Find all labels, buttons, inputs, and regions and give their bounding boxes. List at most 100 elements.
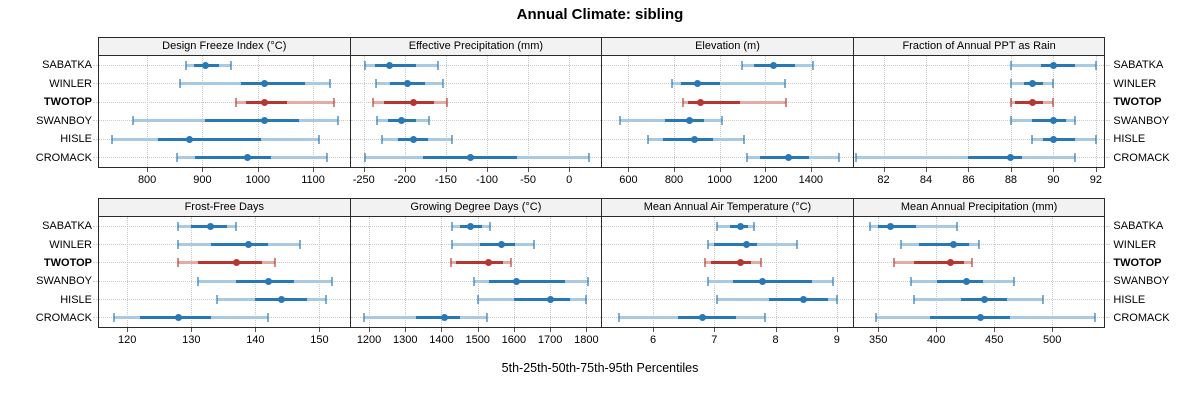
grid-line-vertical xyxy=(404,56,406,167)
axis-tick-label: 7 xyxy=(711,334,718,346)
grid-line-vertical xyxy=(569,56,571,167)
row-guide-stub xyxy=(1106,262,1111,264)
median-dot xyxy=(513,277,521,285)
grid-line-vertical xyxy=(127,217,129,327)
whisker-cap-5th xyxy=(177,258,180,268)
axis-tick-label: 1400 xyxy=(798,174,824,186)
row-guide-line xyxy=(350,120,602,122)
grid-line-vertical xyxy=(994,217,996,327)
axis-tick xyxy=(202,168,204,172)
row-guide-stub xyxy=(1106,244,1111,245)
row-guide-line xyxy=(853,225,1105,227)
axis-tick xyxy=(363,168,365,172)
axis-tick xyxy=(719,168,721,172)
axis-tick xyxy=(836,328,838,332)
percentile-25-75-box xyxy=(878,224,917,228)
row-guide-stub xyxy=(1106,280,1111,282)
axis-tick xyxy=(255,328,257,332)
median-dot xyxy=(440,314,448,322)
percentile-25-75-box xyxy=(195,156,272,160)
whisker-cap-95th xyxy=(1094,134,1097,144)
median-dot xyxy=(385,61,393,69)
row-guide-stub xyxy=(93,64,97,66)
median-dot xyxy=(1028,98,1036,106)
median-dot xyxy=(264,277,272,285)
whisker-cap-5th xyxy=(1009,116,1012,126)
axis-tick xyxy=(1010,168,1012,172)
whisker-cap-95th xyxy=(328,79,331,89)
whisker-cap-5th xyxy=(707,276,710,286)
axis-tick-label: 130 xyxy=(182,334,201,346)
site-label-right: HISLE xyxy=(1113,293,1146,306)
median-dot xyxy=(769,61,777,69)
axis-tick xyxy=(313,168,315,172)
percentile-25-75-box xyxy=(488,279,566,283)
grid-line-vertical xyxy=(714,217,716,327)
axis-tick-label: 350 xyxy=(868,334,888,346)
figure-title: Annual Climate: sibling xyxy=(516,6,684,23)
site-label-left: CROMACK xyxy=(35,151,92,164)
median-dot xyxy=(887,222,895,230)
axis-tick-label: 90 xyxy=(1047,174,1060,186)
grid-line-vertical xyxy=(202,56,204,167)
whisker-cap-5th xyxy=(619,116,622,126)
grid-line-vertical xyxy=(363,56,365,167)
panel-effective-precipitation-mm-: Effective Precipitation (mm) -250 -200 -150… xyxy=(349,37,603,186)
percentile-25-75-box xyxy=(158,137,261,141)
axis-tick-label: 8 xyxy=(772,334,779,346)
percentile-25-75-box xyxy=(1042,137,1075,141)
median-dot xyxy=(232,259,240,267)
whisker-cap-5th xyxy=(1009,97,1012,107)
row-guide-stub xyxy=(1106,317,1111,319)
axis-tick-label: 6 xyxy=(649,334,657,346)
whisker-cap-5th xyxy=(451,240,454,249)
row-guide-line xyxy=(602,64,853,66)
site-label-left: TWOTOP xyxy=(43,256,92,269)
percentile-25-75-box xyxy=(930,316,1011,320)
median-dot xyxy=(260,117,268,125)
whisker-cap-95th xyxy=(427,116,430,126)
whisker-cap-95th xyxy=(324,295,327,304)
axis-tick-label: 1000 xyxy=(245,174,270,186)
site-label-right: SABATKA xyxy=(1113,220,1164,233)
whisker-cap-95th xyxy=(1073,116,1076,126)
whisker-cap-5th xyxy=(1009,79,1012,89)
axis-tick xyxy=(926,168,927,172)
row-guide-stub xyxy=(1106,138,1111,140)
axis-tick-label: 1200 xyxy=(356,334,382,346)
axis-tick-label: -100 xyxy=(475,174,498,186)
row-guide-line xyxy=(350,64,602,66)
plot-area: 600 800 1000 1200 1400 xyxy=(602,56,853,186)
axis-tick xyxy=(1095,168,1097,172)
whisker-cap-5th xyxy=(682,97,685,107)
whisker-cap-5th xyxy=(618,313,621,323)
percentile-25-75-box xyxy=(769,298,828,301)
panel-mean-annual-air-temperature-c-: Mean Annual Air Temperature (°C) 6 7 8 9 xyxy=(601,198,854,346)
whisker-cap-95th xyxy=(838,153,841,163)
axis-tick xyxy=(486,168,488,172)
axis-tick xyxy=(994,328,996,332)
axis-tick xyxy=(441,328,443,332)
row-guide-line xyxy=(350,299,602,300)
whisker-cap-95th xyxy=(1012,276,1015,286)
whisker-cap-5th xyxy=(177,240,180,249)
grid-line-vertical xyxy=(810,56,812,167)
panel-fraction-of-annual-ppt-as-rain: Fraction of Annual PPT as Rain 82 84 86 88 90… xyxy=(852,37,1111,186)
whisker-cap-5th xyxy=(646,134,649,144)
whisker-cap-95th xyxy=(451,134,454,144)
median-dot xyxy=(409,98,417,106)
row-guide-stub xyxy=(93,138,97,140)
axis-tick-label: 450 xyxy=(984,334,1004,346)
row-guide-stub xyxy=(93,317,97,319)
grid-line-vertical xyxy=(674,56,675,167)
whisker-cap-5th xyxy=(215,295,218,304)
whisker-cap-95th xyxy=(1073,153,1076,163)
whisker-cap-5th xyxy=(869,221,872,231)
row-guide-line xyxy=(350,83,602,85)
plot-area: 800 900 1000 1100 xyxy=(93,56,350,186)
plot-area: 120 130 140 150 xyxy=(93,217,350,346)
grid-line-vertical xyxy=(513,217,515,327)
whisker-cap-95th xyxy=(753,221,756,231)
site-label-right: CROMACK xyxy=(1113,151,1170,164)
grid-line-vertical xyxy=(936,217,938,327)
